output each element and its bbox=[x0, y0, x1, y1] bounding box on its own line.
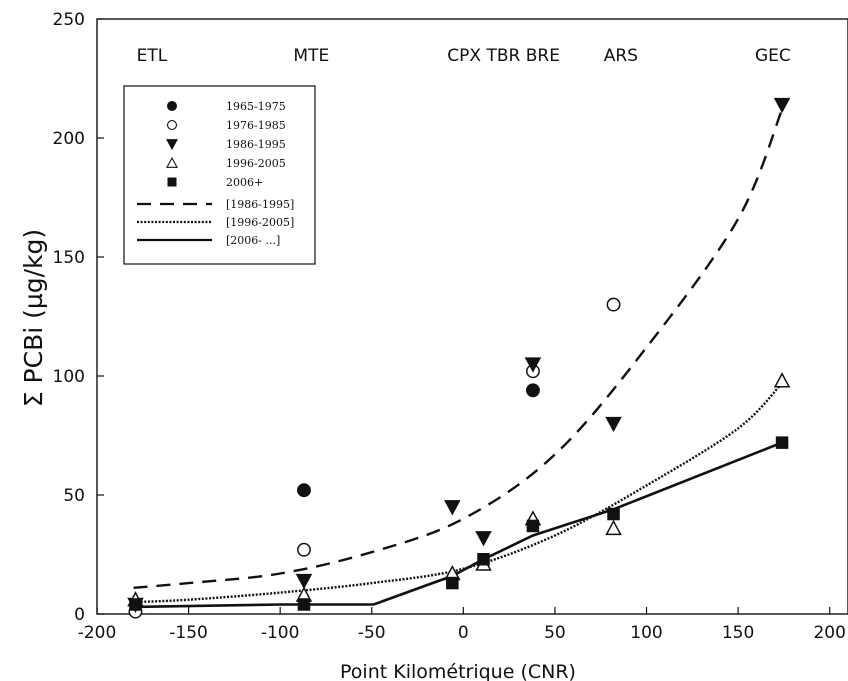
y-axis-title: Σ PCBi (µg/kg) bbox=[19, 229, 48, 407]
x-tick-label: 150 bbox=[722, 623, 754, 643]
x-tick-label: -100 bbox=[261, 623, 300, 643]
legend-swatch bbox=[166, 139, 178, 151]
legend-item: [1996-2005] bbox=[137, 216, 294, 229]
legend-swatch bbox=[167, 177, 177, 187]
legend-item: [1986-1995] bbox=[137, 198, 294, 211]
legend-label: 1986-1995 bbox=[226, 138, 286, 151]
y-tick-label: 150 bbox=[53, 248, 85, 268]
y-tick-label: 250 bbox=[53, 10, 85, 30]
x-tick-label: 200 bbox=[813, 623, 845, 643]
legend-marker bbox=[166, 119, 178, 131]
legend-label: 1976-1985 bbox=[226, 119, 286, 132]
data-point bbox=[773, 97, 791, 114]
x-tick-label: 50 bbox=[544, 623, 566, 643]
legend-item: 2006+ bbox=[167, 176, 263, 189]
data-point bbox=[773, 372, 791, 388]
data-point bbox=[606, 297, 621, 312]
legend-swatch bbox=[166, 100, 178, 112]
legend-item: [2006- ...] bbox=[137, 234, 280, 247]
site-label: CPX TBR BRE bbox=[447, 46, 560, 66]
data-point bbox=[297, 598, 311, 611]
legend-item: 1976-1985 bbox=[166, 119, 286, 132]
site-label: ARS bbox=[604, 46, 638, 66]
legend-marker bbox=[167, 177, 177, 187]
legend-label: 2006+ bbox=[226, 176, 263, 189]
data-point bbox=[129, 598, 142, 611]
data-point bbox=[297, 542, 311, 557]
site-label: GEC bbox=[755, 46, 791, 66]
x-tick-label: -150 bbox=[169, 623, 208, 643]
y-tick-label: 200 bbox=[53, 129, 85, 149]
plot-frame bbox=[96, 18, 848, 615]
data-point bbox=[525, 383, 540, 398]
site-labels: ETL MTE CPX TBR BRE ARS GEC bbox=[137, 46, 791, 66]
data-point bbox=[444, 500, 461, 516]
data-point bbox=[775, 436, 789, 449]
legend-item: 1986-1995 bbox=[166, 138, 286, 151]
data-points bbox=[127, 97, 791, 619]
legend-label: [1996-2005] bbox=[226, 216, 294, 229]
legend-item: 1996-2005 bbox=[166, 156, 286, 170]
data-point bbox=[607, 507, 620, 521]
y-tick-label: 0 bbox=[74, 605, 85, 625]
legend-items: 1965-1975 1976-1985 1986-1995 1996-2005 2006… bbox=[137, 100, 294, 247]
data-point bbox=[295, 573, 313, 590]
data-point bbox=[605, 416, 622, 433]
data-point bbox=[605, 519, 622, 536]
y-tick-label: 100 bbox=[53, 367, 85, 387]
x-tick-label: -200 bbox=[78, 623, 117, 643]
data-point bbox=[446, 576, 459, 590]
legend-label: [1986-1995] bbox=[226, 198, 294, 211]
fit-line-solid bbox=[133, 441, 783, 609]
x-tick-label: 100 bbox=[630, 623, 662, 643]
legend: 1965-1975 1976-1985 1986-1995 1996-2005 2006… bbox=[123, 85, 316, 265]
x-tick-label: -50 bbox=[358, 623, 386, 643]
legend-marker bbox=[166, 100, 178, 112]
data-point bbox=[524, 357, 542, 373]
data-point bbox=[475, 531, 492, 547]
x-tick-label: 0 bbox=[458, 623, 469, 643]
legend-label: 1965-1975 bbox=[226, 100, 286, 113]
legend-box bbox=[123, 85, 316, 265]
ticks: -200 -150 -100 -50 0 50 100 150 200 0 50 100 150 200 2… bbox=[53, 10, 846, 643]
fit-line-dashed bbox=[133, 108, 784, 589]
legend-label: 1996-2005 bbox=[226, 157, 286, 170]
x-axis-title: Point Kilométrique (CNR) bbox=[340, 661, 576, 681]
legend-marker bbox=[166, 156, 178, 168]
data-point bbox=[297, 483, 311, 498]
fit-lines bbox=[133, 108, 784, 609]
legend-swatch bbox=[166, 119, 178, 131]
data-point bbox=[526, 519, 540, 533]
site-label: ETL bbox=[137, 46, 168, 66]
legend-label: [2006- ...] bbox=[226, 234, 280, 247]
legend-item: 1965-1975 bbox=[166, 100, 286, 113]
legend-marker bbox=[166, 139, 178, 151]
legend-swatch bbox=[166, 156, 178, 168]
data-point bbox=[477, 553, 490, 566]
site-label: MTE bbox=[293, 46, 329, 66]
fit-line-dotted bbox=[133, 382, 783, 604]
y-tick-label: 50 bbox=[63, 486, 85, 506]
